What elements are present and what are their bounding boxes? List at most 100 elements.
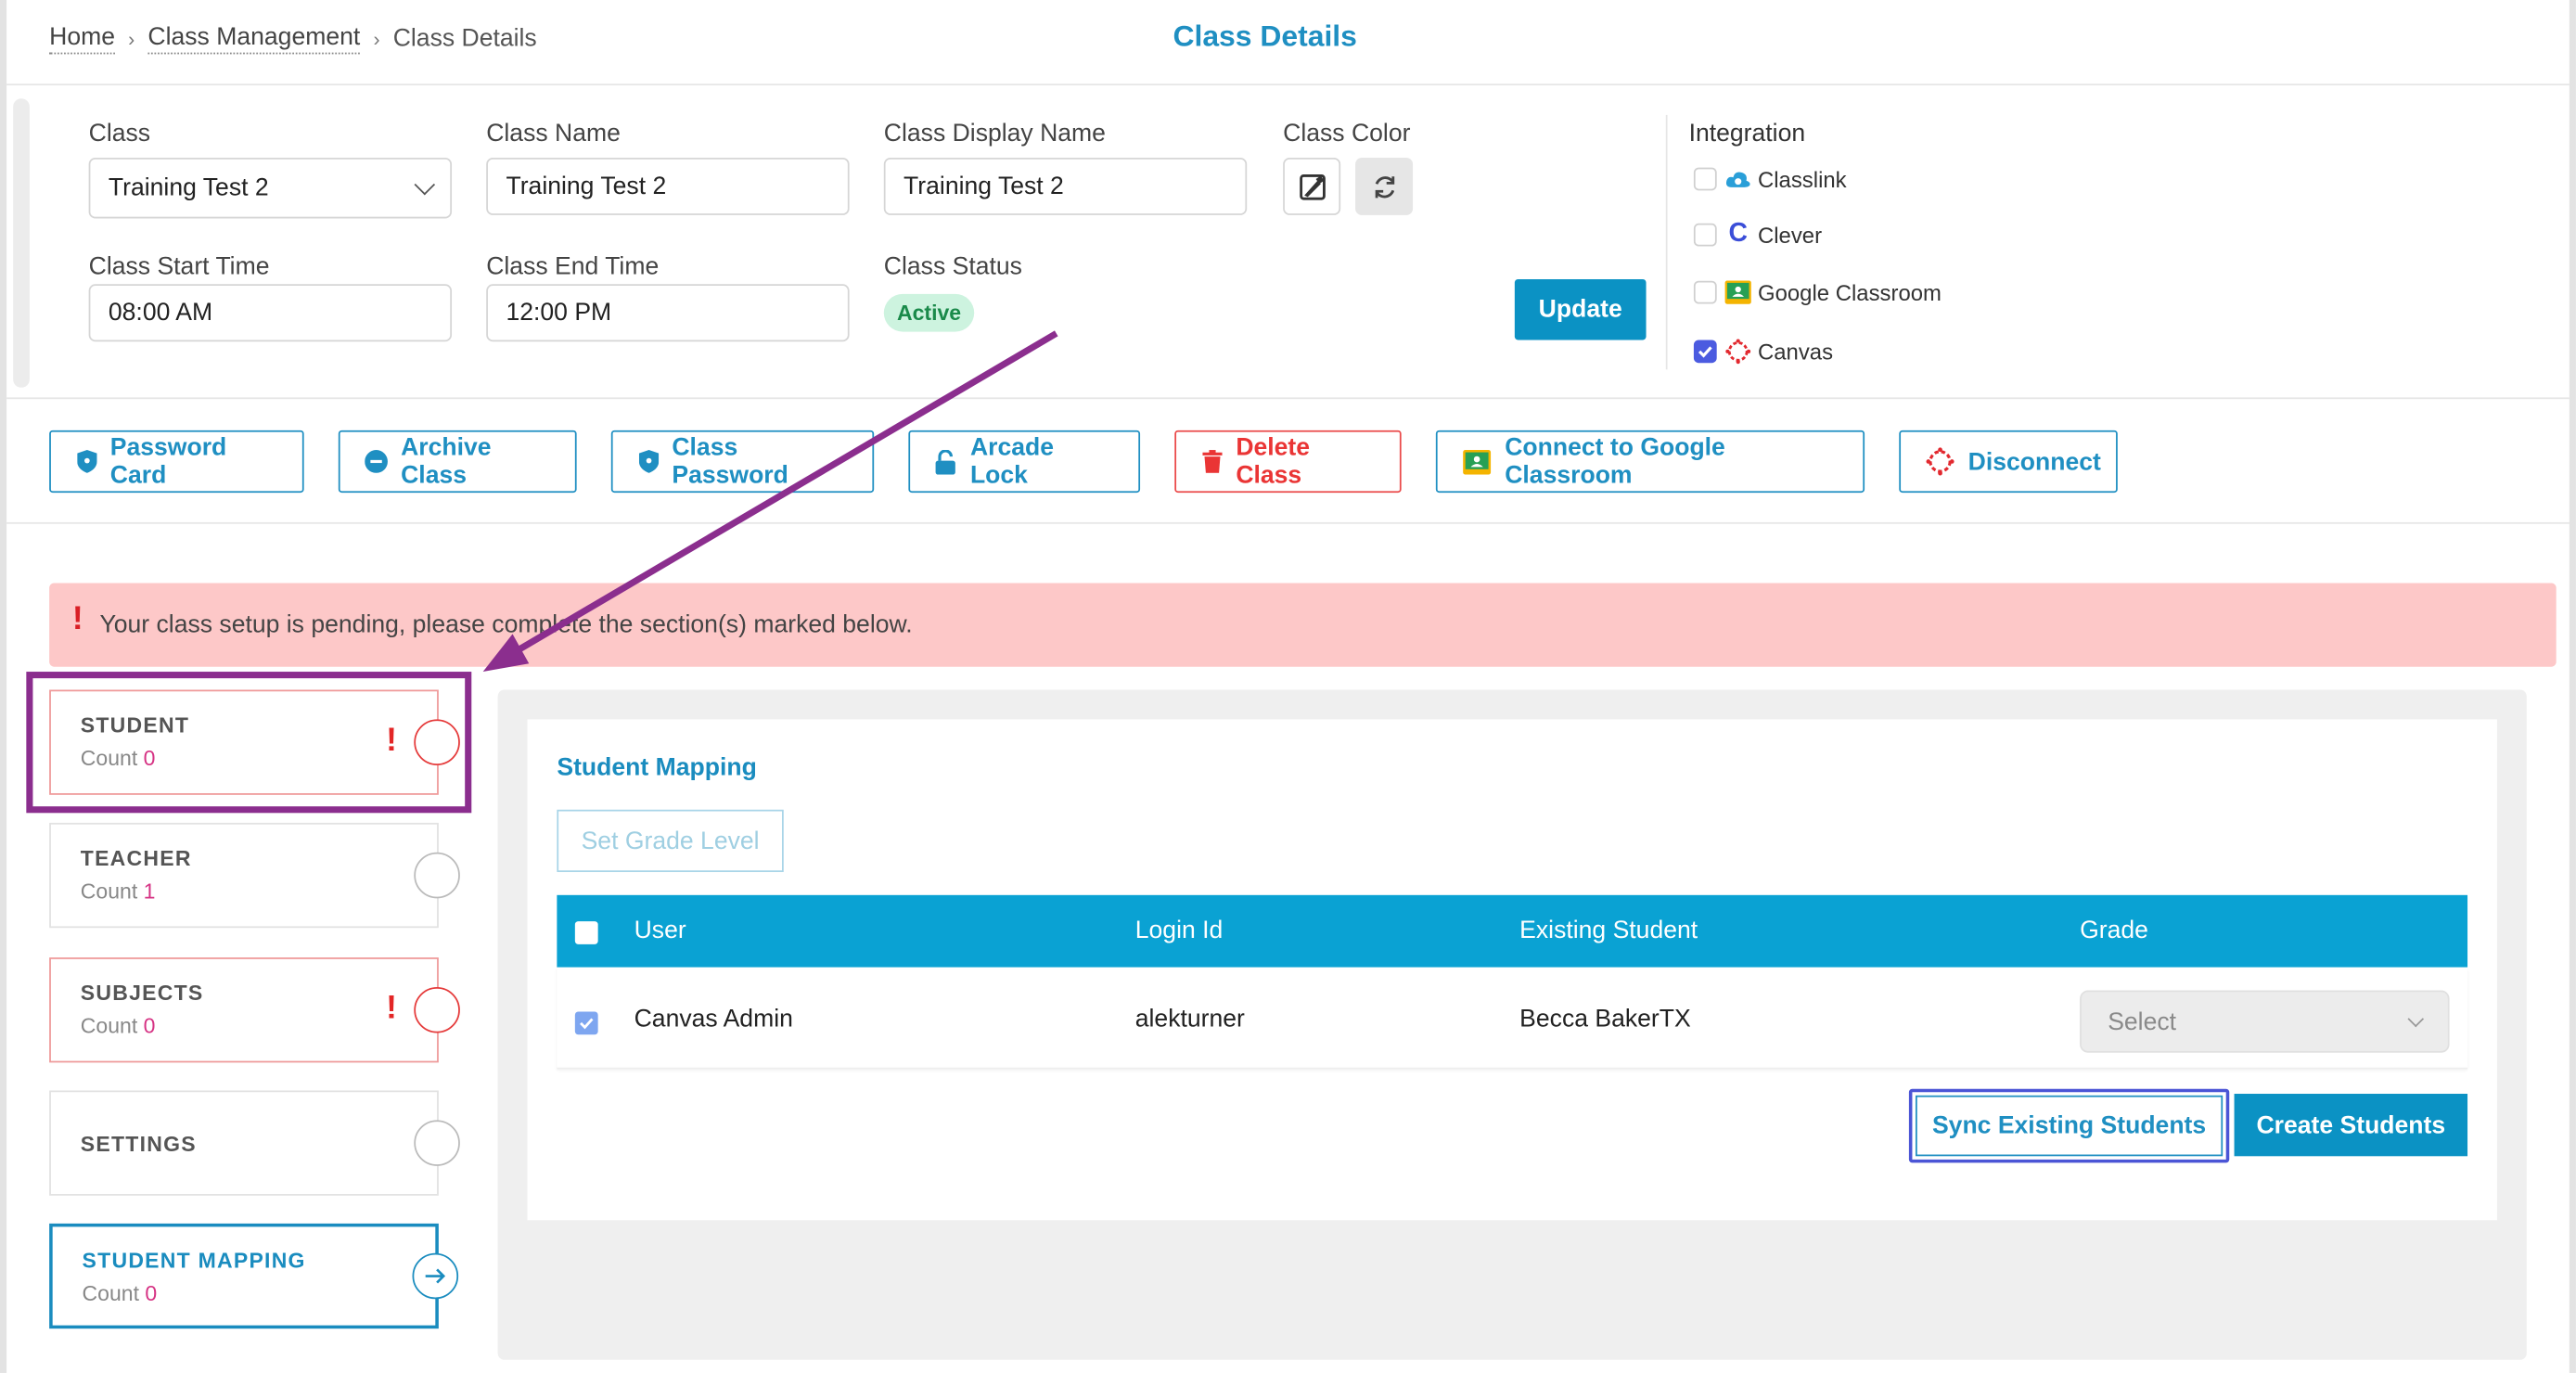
unlock-icon bbox=[935, 449, 957, 474]
annotation-highlight-box bbox=[26, 672, 472, 814]
class-display-name-label: Class Display Name bbox=[883, 120, 1106, 148]
classlink-label: Classlink bbox=[1757, 166, 1847, 192]
chevron-right-icon: › bbox=[128, 27, 135, 50]
canvas-checkbox[interactable] bbox=[1693, 340, 1717, 364]
class-start-time-input[interactable]: 08:00 AM bbox=[88, 284, 453, 342]
class-status-label: Class Status bbox=[883, 252, 1022, 281]
step-settings[interactable]: SETTINGS bbox=[49, 1090, 439, 1196]
archive-icon bbox=[365, 450, 388, 473]
divider bbox=[1665, 114, 1668, 370]
divider bbox=[6, 521, 2570, 524]
breadcrumb: Home › Class Management › Class Details bbox=[49, 23, 537, 55]
class-select[interactable]: Training Test 2 bbox=[88, 157, 453, 219]
step-title: STUDENT bbox=[80, 712, 190, 738]
mapping-title: Student Mapping bbox=[557, 753, 757, 782]
google-classroom-checkbox[interactable] bbox=[1693, 280, 1717, 304]
exclamation-icon: ! bbox=[71, 600, 83, 637]
arcade-lock-label: Arcade Lock bbox=[969, 433, 1055, 490]
breadcrumb-current: Class Details bbox=[392, 24, 537, 53]
shield-icon bbox=[75, 450, 96, 473]
canvas-icon bbox=[1926, 447, 1955, 476]
set-grade-level-button[interactable]: Set Grade Level bbox=[557, 809, 784, 873]
step-count: Count 0 bbox=[80, 1013, 156, 1038]
setup-pending-alert: ! Your class setup is pending, please co… bbox=[49, 583, 2557, 667]
arcade-lock-button[interactable]: Arcade Lock bbox=[908, 430, 1141, 494]
class-name-input[interactable]: Training Test 2 bbox=[486, 157, 850, 215]
connect-google-classroom-button[interactable]: Connect to Google Classroom bbox=[1435, 430, 1865, 494]
update-button[interactable]: Update bbox=[1514, 278, 1647, 340]
reset-color-button[interactable] bbox=[1355, 157, 1414, 215]
class-select-value: Training Test 2 bbox=[108, 173, 269, 202]
divider bbox=[6, 397, 2570, 400]
classlink-checkbox[interactable] bbox=[1693, 167, 1717, 191]
class-name-label: Class Name bbox=[486, 120, 621, 148]
scrollbar-thumb[interactable] bbox=[13, 98, 30, 388]
class-password-button[interactable]: Class Password bbox=[610, 430, 875, 494]
step-student[interactable]: STUDENT Count 0 bbox=[49, 689, 439, 795]
disconnect-button[interactable]: Disconnect bbox=[1899, 430, 2118, 494]
class-display-name-input[interactable]: Training Test 2 bbox=[883, 157, 1248, 215]
chevron-right-icon: › bbox=[373, 27, 380, 50]
integration-item-canvas[interactable]: Canvas bbox=[1693, 339, 1833, 365]
google-classroom-icon bbox=[1724, 279, 1751, 305]
chevron-down-icon bbox=[414, 173, 436, 196]
divider bbox=[6, 83, 2570, 86]
column-header-existing-student: Existing Student bbox=[1519, 916, 1698, 944]
chevron-down-icon bbox=[2407, 1009, 2425, 1027]
step-teacher[interactable]: TEACHER Count 1 bbox=[49, 822, 439, 929]
class-start-time-label: Class Start Time bbox=[88, 252, 270, 281]
alert-text: Your class setup is pending, please comp… bbox=[99, 610, 913, 639]
delete-class-label: Delete Class bbox=[1236, 433, 1311, 490]
refresh-icon bbox=[1374, 175, 1394, 198]
step-count: Count 0 bbox=[80, 745, 156, 771]
row-checkbox[interactable] bbox=[574, 1011, 598, 1035]
classlink-icon bbox=[1725, 166, 1751, 192]
grade-select-placeholder: Select bbox=[2108, 1007, 2177, 1036]
step-title: STUDENT MAPPING bbox=[82, 1248, 306, 1273]
page-title: Class Details bbox=[1173, 19, 1357, 53]
step-title: TEACHER bbox=[80, 845, 192, 871]
step-title: SETTINGS bbox=[80, 1131, 197, 1157]
integration-item-clever[interactable]: C Clever bbox=[1693, 220, 1822, 249]
class-password-label: Class Password bbox=[672, 433, 788, 490]
step-student-mapping[interactable]: STUDENT MAPPING Count 0 bbox=[49, 1223, 439, 1329]
cell-login-id: alekturner bbox=[1134, 1005, 1245, 1033]
class-label: Class bbox=[88, 120, 151, 148]
google-classroom-label: Google Classroom bbox=[1757, 279, 1942, 305]
select-all-checkbox[interactable] bbox=[574, 921, 598, 944]
create-students-button[interactable]: Create Students bbox=[2234, 1094, 2468, 1157]
password-card-button[interactable]: Password Card bbox=[49, 430, 304, 494]
disconnect-label: Disconnect bbox=[1967, 447, 2101, 476]
status-badge: Active bbox=[883, 293, 975, 332]
color-picker-button[interactable] bbox=[1283, 157, 1341, 215]
breadcrumb-home[interactable]: Home bbox=[49, 23, 115, 55]
archive-class-label: Archive Class bbox=[401, 433, 492, 490]
trash-icon bbox=[1201, 450, 1224, 473]
step-status-circle-icon bbox=[414, 852, 460, 899]
cell-existing-student[interactable]: Becca BakerTX bbox=[1519, 1005, 1691, 1033]
integration-item-google-classroom[interactable]: Google Classroom bbox=[1693, 279, 1942, 305]
right-frame-edge bbox=[2569, 0, 2576, 1373]
google-classroom-icon bbox=[1462, 449, 1492, 474]
warning-exclamation-icon: ! bbox=[386, 990, 398, 1027]
step-status-circle-icon bbox=[412, 1252, 459, 1300]
clever-icon: C bbox=[1728, 220, 1748, 249]
archive-class-button[interactable]: Archive Class bbox=[338, 430, 577, 494]
grade-select[interactable]: Select bbox=[2080, 990, 2450, 1053]
step-subjects[interactable]: SUBJECTS Count 0 bbox=[49, 957, 439, 1063]
sync-existing-students-button[interactable]: Sync Existing Students bbox=[1915, 1095, 2224, 1157]
checkmark-icon bbox=[1698, 346, 1712, 358]
shield-icon bbox=[637, 450, 659, 473]
mapping-table-header: User Login Id Existing Student Grade bbox=[557, 894, 2468, 968]
delete-class-button[interactable]: Delete Class bbox=[1174, 430, 1402, 494]
arrow-right-icon bbox=[425, 1268, 446, 1284]
column-header-grade: Grade bbox=[2080, 916, 2148, 944]
warning-exclamation-icon: ! bbox=[386, 722, 398, 759]
integration-item-classlink[interactable]: Classlink bbox=[1693, 166, 1847, 192]
step-title: SUBJECTS bbox=[80, 980, 204, 1006]
canvas-icon bbox=[1725, 339, 1751, 365]
step-status-circle-icon bbox=[414, 986, 460, 1033]
class-end-time-input[interactable]: 12:00 PM bbox=[486, 284, 850, 342]
clever-checkbox[interactable] bbox=[1693, 223, 1717, 247]
breadcrumb-class-management[interactable]: Class Management bbox=[147, 23, 361, 55]
